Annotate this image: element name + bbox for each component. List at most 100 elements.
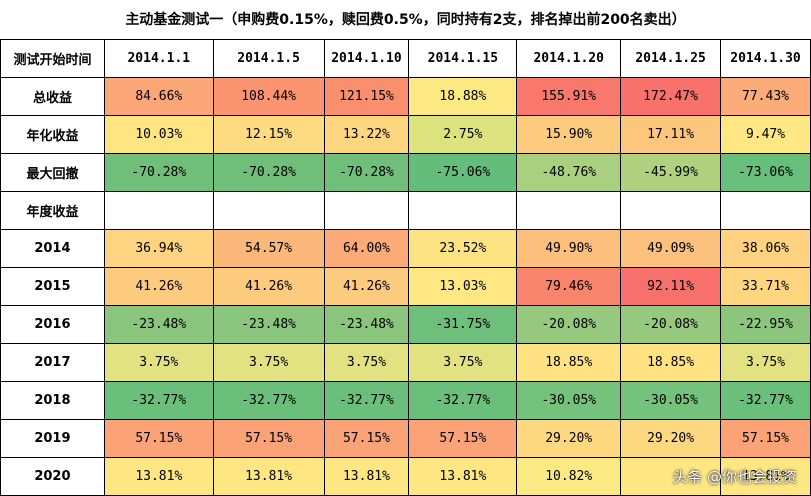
table-cell: 41.26% (212, 267, 325, 306)
table-cell: -70.28% (212, 153, 325, 192)
table-cell: 13.81% (720, 457, 811, 496)
table-cell: 57.15% (720, 419, 811, 458)
table-cell: 13.81% (323, 457, 410, 496)
fund-test-table: 测试开始时间 2014.1.1 2014.1.5 2014.1.10 2014.1.1… (0, 39, 811, 496)
table-cell: 17.11% (620, 115, 722, 154)
table-cell: 3.75% (103, 343, 214, 382)
table-cell: -22.95% (720, 305, 811, 344)
table-row: 2017 3.75% 3.75% 3.75% 3.75% 18.85% 18.85% 3.75… (0, 343, 811, 382)
table-cell (103, 191, 214, 230)
table-cell: 18.85% (620, 343, 722, 382)
table-cell: -20.08% (620, 305, 722, 344)
table-cell: -23.48% (323, 305, 410, 344)
table-cell (620, 457, 722, 496)
header-label: 测试开始时间 (0, 39, 105, 78)
table-cell: 10.82% (516, 457, 622, 496)
table-row: 2015 41.26% 41.26% 41.26% 13.03% 79.46% 92.11%… (0, 267, 811, 306)
table-cell: 29.20% (620, 419, 722, 458)
table-cell: 3.75% (323, 343, 410, 382)
table-cell: -73.06% (720, 153, 811, 192)
table-cell: -32.77% (103, 381, 214, 420)
table-cell: 15.90% (516, 115, 622, 154)
table-cell: 3.75% (720, 343, 811, 382)
table-cell: 49.09% (620, 229, 722, 268)
table-cell: 13.22% (323, 115, 410, 154)
table-cell: 54.57% (212, 229, 325, 268)
row-label: 2019 (0, 419, 105, 458)
row-label: 2017 (0, 343, 105, 382)
table-row: 年度收益 (0, 191, 811, 230)
table-cell: -32.77% (720, 381, 811, 420)
table-cell: 57.15% (103, 419, 214, 458)
table-cell (620, 191, 722, 230)
row-label: 最大回撤 (0, 153, 105, 192)
table-cell (212, 191, 325, 230)
table-cell: -30.05% (516, 381, 622, 420)
table-cell: 13.03% (408, 267, 518, 306)
table-cell: -23.48% (103, 305, 214, 344)
table-row: 2018 -32.77% -32.77% -32.77% -32.77% -30.05% -… (0, 381, 811, 420)
table-cell: 49.90% (516, 229, 622, 268)
table-cell: 13.81% (408, 457, 518, 496)
table-cell: 9.47% (720, 115, 811, 154)
table-cell: 155.91% (516, 77, 622, 116)
table-cell: -31.75% (408, 305, 518, 344)
table-cell: 3.75% (408, 343, 518, 382)
table-cell (323, 191, 410, 230)
table-cell: -32.77% (408, 381, 518, 420)
header-date: 2014.1.25 (620, 39, 722, 78)
table-cell: -32.77% (212, 381, 325, 420)
table-title: 主动基金测试一（申购费0.15%，赎回费0.5%，同时持有2支，排名掉出前200… (125, 12, 686, 28)
table-cell: -20.08% (516, 305, 622, 344)
table-cell: 10.03% (103, 115, 214, 154)
header-date: 2014.1.10 (323, 39, 410, 78)
table-cell: -70.28% (323, 153, 410, 192)
header-date: 2014.1.5 (212, 39, 325, 78)
table-cell: 13.81% (212, 457, 325, 496)
table-cell: -23.48% (212, 305, 325, 344)
table-cell: 121.15% (323, 77, 410, 116)
table-cell: 41.26% (323, 267, 410, 306)
header-date: 2014.1.1 (103, 39, 214, 78)
table-cell: 2.75% (408, 115, 518, 154)
table-cell: -70.28% (103, 153, 214, 192)
table-cell: 79.46% (516, 267, 622, 306)
row-label: 2020 (0, 457, 105, 496)
table-cell: -45.99% (620, 153, 722, 192)
row-label: 年化收益 (0, 115, 105, 154)
table-cell: 57.15% (408, 419, 518, 458)
table-cell: 23.52% (408, 229, 518, 268)
table-cell: 13.81% (103, 457, 214, 496)
table-cell: 92.11% (620, 267, 722, 306)
table-cell: 57.15% (212, 419, 325, 458)
table-cell: 3.75% (212, 343, 325, 382)
table-cell: 33.71% (720, 267, 811, 306)
table-cell: 18.88% (408, 77, 518, 116)
header-date: 2014.1.20 (516, 39, 622, 78)
header-date: 2014.1.15 (408, 39, 518, 78)
table-cell: 18.85% (516, 343, 622, 382)
row-label: 2018 (0, 381, 105, 420)
table-cell: -30.05% (620, 381, 722, 420)
header-date: 2014.1.30 (720, 39, 811, 78)
table-row: 最大回撤 -70.28% -70.28% -70.28% -75.06% -48.76% -… (0, 153, 811, 192)
table-cell: 12.15% (212, 115, 325, 154)
table-row: 年化收益 10.03% 12.15% 13.22% 2.75% 15.90% 17.11% 9… (0, 115, 811, 154)
watermark: 头条 @你也会投资 (672, 468, 797, 486)
table-cell: 57.15% (323, 419, 410, 458)
table-cell (408, 191, 518, 230)
row-label: 2015 (0, 267, 105, 306)
table-cell: 108.44% (212, 77, 325, 116)
table-cell: 36.94% (103, 229, 214, 268)
table-cell: -48.76% (516, 153, 622, 192)
table-cell: -32.77% (323, 381, 410, 420)
table-row: 2019 57.15% 57.15% 57.15% 57.15% 29.20% 29.20%… (0, 419, 811, 458)
table-row: 总收益 84.66% 108.44% 121.15% 18.88% 155.91% 172.… (0, 77, 811, 116)
row-label: 2016 (0, 305, 105, 344)
table-cell: 29.20% (516, 419, 622, 458)
row-label: 年度收益 (0, 191, 105, 230)
table-cell: -75.06% (408, 153, 518, 192)
table-row: 2020 13.81% 13.81% 13.81% 13.81% 10.82% 13.81% (0, 457, 811, 496)
table-cell (516, 191, 622, 230)
header-row: 测试开始时间 2014.1.1 2014.1.5 2014.1.10 2014.1.1… (0, 39, 811, 78)
